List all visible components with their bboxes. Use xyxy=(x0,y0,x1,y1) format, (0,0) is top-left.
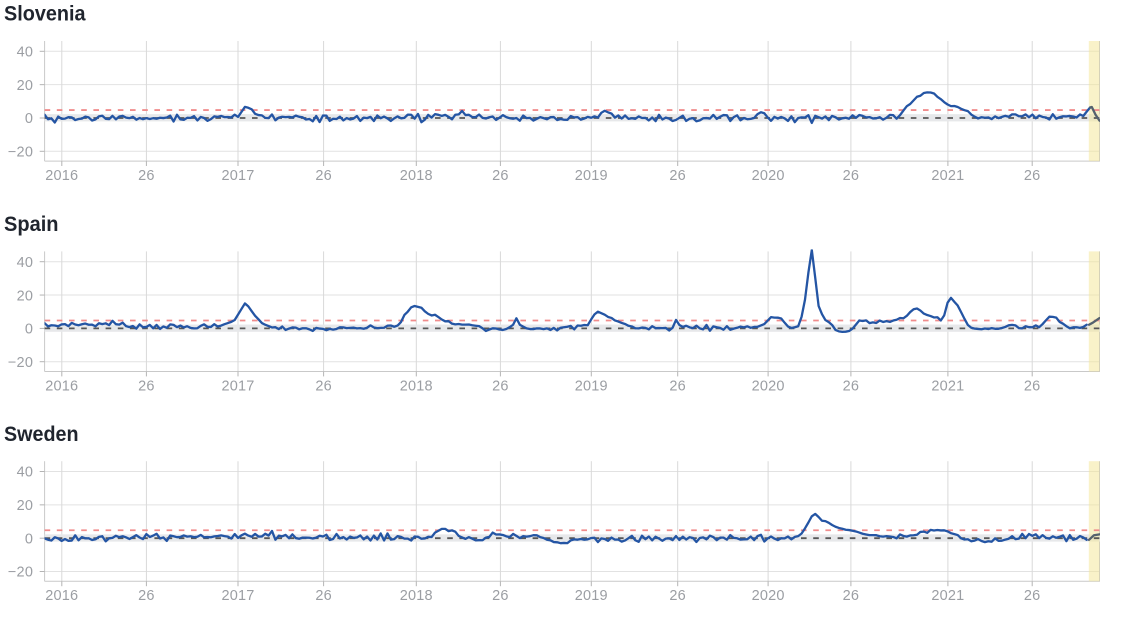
svg-text:26: 26 xyxy=(315,588,332,604)
svg-text:2019: 2019 xyxy=(575,168,608,184)
svg-text:2018: 2018 xyxy=(400,588,433,604)
svg-text:26: 26 xyxy=(492,378,509,394)
svg-text:26: 26 xyxy=(1024,588,1041,604)
svg-text:26: 26 xyxy=(843,168,860,184)
svg-text:0: 0 xyxy=(25,531,33,547)
svg-text:26: 26 xyxy=(1024,378,1041,394)
svg-text:2020: 2020 xyxy=(752,168,785,184)
svg-text:26: 26 xyxy=(492,588,509,604)
svg-text:2017: 2017 xyxy=(221,168,254,184)
svg-text:40: 40 xyxy=(17,465,34,481)
svg-text:2019: 2019 xyxy=(575,588,608,604)
svg-text:Slovenia: Slovenia xyxy=(4,3,86,26)
svg-text:Spain: Spain xyxy=(4,213,59,236)
svg-text:2020: 2020 xyxy=(752,378,785,394)
svg-text:2016: 2016 xyxy=(45,378,78,394)
svg-text:40: 40 xyxy=(17,255,34,271)
svg-text:2017: 2017 xyxy=(221,378,254,394)
svg-text:2016: 2016 xyxy=(45,168,78,184)
svg-text:0: 0 xyxy=(25,111,33,127)
svg-text:2019: 2019 xyxy=(575,378,608,394)
svg-text:26: 26 xyxy=(669,588,686,604)
svg-text:2021: 2021 xyxy=(931,588,964,604)
svg-text:26: 26 xyxy=(138,168,155,184)
svg-text:2016: 2016 xyxy=(45,588,78,604)
svg-text:−20: −20 xyxy=(8,355,33,371)
svg-text:−20: −20 xyxy=(8,145,33,161)
svg-text:26: 26 xyxy=(843,378,860,394)
svg-text:26: 26 xyxy=(138,378,155,394)
svg-text:20: 20 xyxy=(17,78,34,94)
svg-text:2017: 2017 xyxy=(221,588,254,604)
svg-text:2018: 2018 xyxy=(400,168,433,184)
svg-text:2020: 2020 xyxy=(752,588,785,604)
svg-text:26: 26 xyxy=(315,378,332,394)
svg-text:26: 26 xyxy=(669,378,686,394)
svg-text:26: 26 xyxy=(492,168,509,184)
svg-text:26: 26 xyxy=(1024,168,1041,184)
svg-text:40: 40 xyxy=(17,45,34,61)
svg-text:26: 26 xyxy=(843,588,860,604)
svg-text:−20: −20 xyxy=(8,565,33,581)
svg-text:20: 20 xyxy=(17,498,34,514)
svg-text:26: 26 xyxy=(315,168,332,184)
svg-text:26: 26 xyxy=(138,588,155,604)
svg-text:2018: 2018 xyxy=(400,378,433,394)
svg-text:Sweden: Sweden xyxy=(4,423,79,446)
svg-text:20: 20 xyxy=(17,288,34,304)
svg-text:0: 0 xyxy=(25,322,33,338)
svg-text:26: 26 xyxy=(669,168,686,184)
svg-text:2021: 2021 xyxy=(931,168,964,184)
svg-text:2021: 2021 xyxy=(931,378,964,394)
